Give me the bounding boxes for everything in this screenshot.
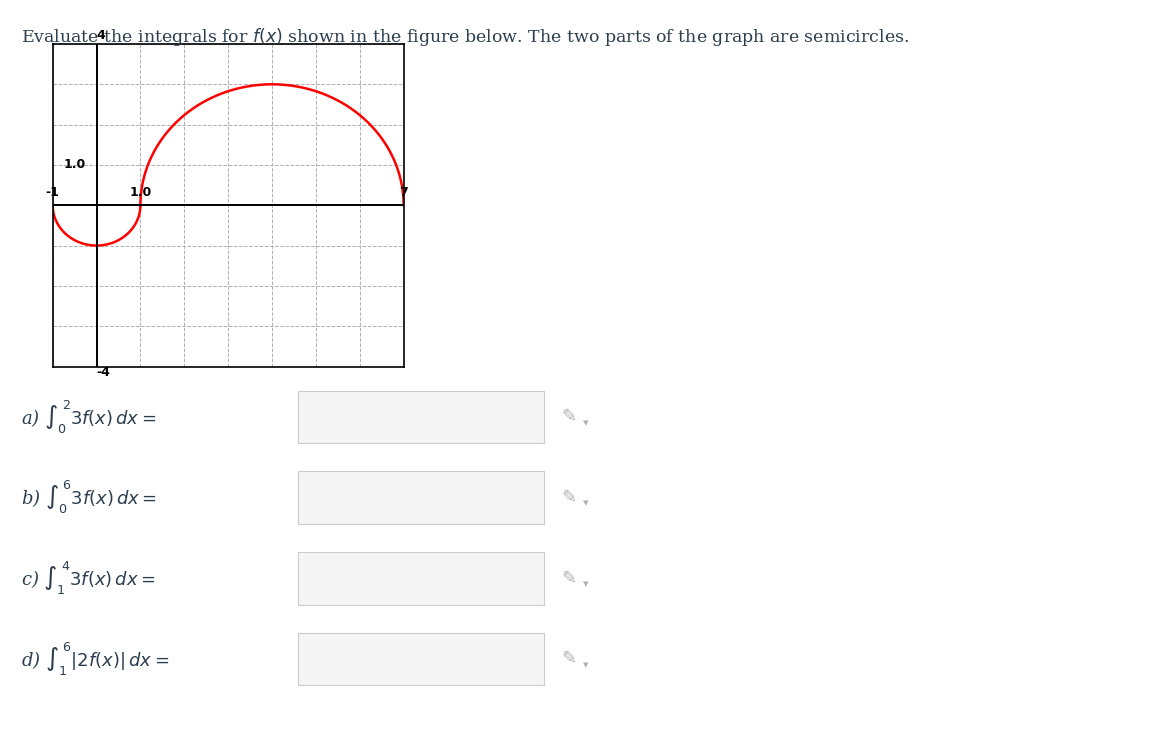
Text: ▾: ▾ [583, 498, 589, 509]
Text: ✎: ✎ [562, 570, 577, 587]
Text: ▾: ▾ [583, 418, 589, 428]
Text: -4: -4 [96, 366, 110, 380]
Text: ▾: ▾ [583, 579, 589, 589]
Text: 1.0: 1.0 [129, 186, 152, 199]
Text: 1.0: 1.0 [63, 158, 85, 172]
Text: a) $\int_0^{\,2} 3f(x)\,dx =$: a) $\int_0^{\,2} 3f(x)\,dx =$ [21, 399, 157, 435]
Text: b) $\int_0^{\,6} 3f(x)\,dx =$: b) $\int_0^{\,6} 3f(x)\,dx =$ [21, 479, 157, 516]
Text: ▾: ▾ [583, 660, 589, 670]
Text: -1: -1 [46, 186, 60, 199]
Text: ✎: ✎ [562, 489, 577, 507]
Text: Evaluate the integrals for $f(x)$ shown in the figure below. The two parts of th: Evaluate the integrals for $f(x)$ shown … [21, 26, 909, 48]
Text: ✎: ✎ [562, 650, 577, 668]
Text: c) $\int_1^{\,4} 3f(x)\,dx =$: c) $\int_1^{\,4} 3f(x)\,dx =$ [21, 560, 156, 597]
Text: 7: 7 [399, 186, 408, 199]
Text: 4: 4 [96, 29, 105, 42]
Text: d) $\int_1^{\,6} |2f(x)|\,dx =$: d) $\int_1^{\,6} |2f(x)|\,dx =$ [21, 641, 170, 677]
Text: ✎: ✎ [562, 408, 577, 426]
